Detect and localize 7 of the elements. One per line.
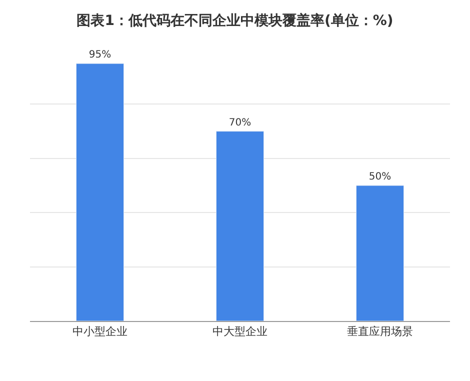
x-tick-label: 中小型企业 xyxy=(72,325,128,338)
chart-title: 图表1：低代码在不同企业中模块覆盖率(单位：%) xyxy=(76,12,394,30)
data-label: 50% xyxy=(368,172,392,182)
x-tick-label: 中大型企业 xyxy=(212,325,268,338)
x-tick-label: 垂直应用场景 xyxy=(347,325,413,338)
data-label: 70% xyxy=(228,117,252,128)
data-label: 95% xyxy=(88,50,112,61)
